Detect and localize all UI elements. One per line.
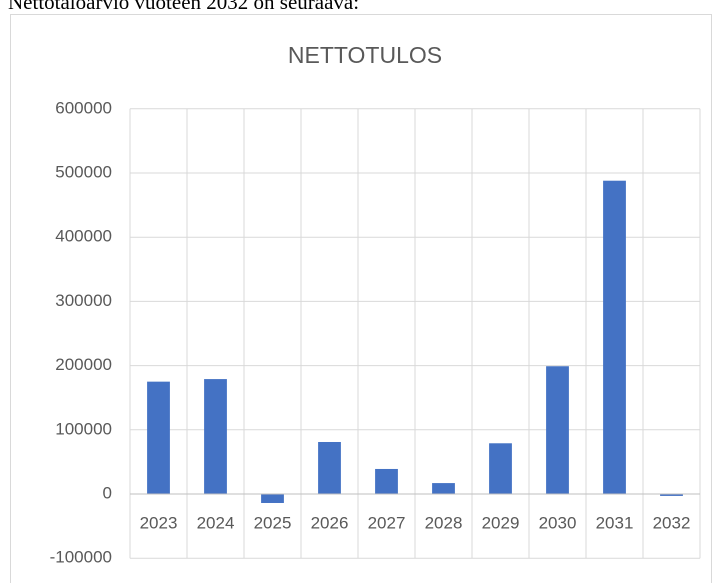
x-tick-label: 2027 xyxy=(368,513,406,532)
bar xyxy=(603,180,626,495)
y-tick-label: 400000 xyxy=(55,227,112,246)
x-tick-label: 2025 xyxy=(254,513,292,532)
chart-title: NETTOTULOS xyxy=(288,42,442,68)
y-tick-label: 300000 xyxy=(55,291,112,310)
x-tick-label: 2031 xyxy=(596,513,634,532)
y-tick-label: -100000 xyxy=(50,548,112,567)
bar xyxy=(432,483,455,494)
bar xyxy=(546,366,569,494)
x-tick-label: 2024 xyxy=(197,513,235,532)
x-tick-label: 2023 xyxy=(140,513,178,532)
x-tick-label: 2029 xyxy=(482,513,520,532)
y-tick-label: 100000 xyxy=(55,419,112,438)
x-tick-label: 2030 xyxy=(539,513,577,532)
y-tick-label: 0 xyxy=(103,483,112,502)
bar xyxy=(660,494,683,496)
x-tick-label: 2032 xyxy=(653,513,691,532)
bar xyxy=(204,379,227,494)
caption: Nettotaloarvio vuoteen 2032 on seuraava: xyxy=(8,0,359,14)
bar xyxy=(489,443,512,494)
bar xyxy=(261,494,284,503)
bar xyxy=(318,441,341,494)
x-tick-label: 2026 xyxy=(311,513,349,532)
bar xyxy=(375,468,398,494)
x-tick-label: 2028 xyxy=(425,513,463,532)
y-tick-label: 600000 xyxy=(55,98,112,117)
y-tick-label: 500000 xyxy=(55,162,112,181)
bar xyxy=(147,381,170,494)
y-tick-label: 200000 xyxy=(55,355,112,374)
